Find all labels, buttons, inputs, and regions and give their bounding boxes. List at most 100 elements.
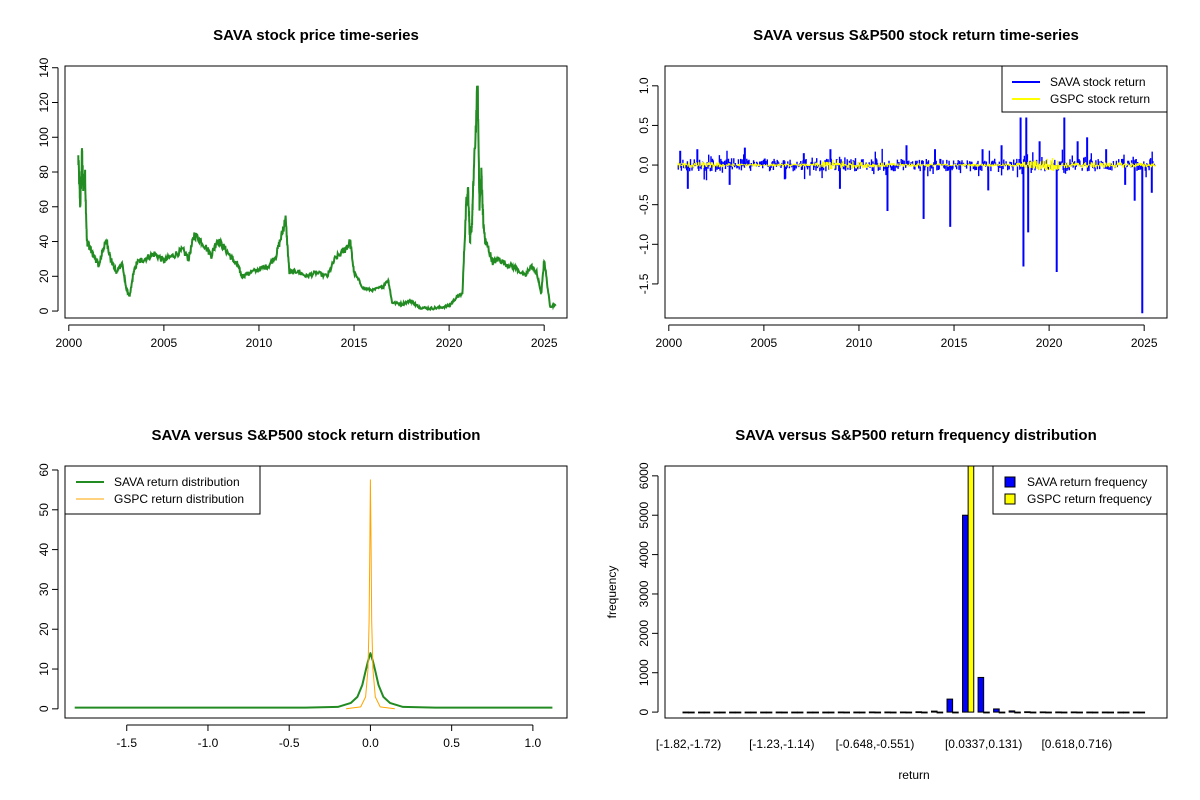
frequency-x-tick-label: [-0.648,-0.551) bbox=[836, 737, 915, 751]
frequency-sava-bar bbox=[1008, 710, 1016, 713]
density-sava-line bbox=[74, 652, 553, 709]
frequency-sava-bar bbox=[853, 711, 860, 714]
returns-y-tick-label: -0.5 bbox=[637, 194, 651, 215]
returns-plot-frame bbox=[664, 65, 1168, 319]
frequency-gspc-bar bbox=[905, 711, 913, 714]
price-x-tick-label: 2015 bbox=[341, 336, 368, 350]
returns-legend-label: GSPC stock return bbox=[1050, 92, 1150, 106]
frequency-sava-bar bbox=[698, 711, 705, 714]
frequency-sava-bar bbox=[744, 711, 752, 714]
frequency-gspc-bar bbox=[796, 711, 804, 714]
frequency-bars bbox=[682, 466, 1146, 714]
frequency-x-axis: [-1.82,-1.72) [-1.23,-1.14) [-0.648,-0.551… bbox=[656, 737, 1112, 751]
frequency-gspc-bar bbox=[703, 711, 711, 714]
frequency-gspc-bar bbox=[936, 711, 944, 714]
frequency-gspc-bar bbox=[952, 711, 959, 714]
frequency-y-tick-label: 1000 bbox=[637, 659, 651, 686]
frequency-sava-bar bbox=[1101, 711, 1109, 714]
frequency-legend-swatch bbox=[1004, 493, 1016, 505]
frequency-gspc-bar bbox=[843, 711, 851, 714]
frequency-sava-bar bbox=[993, 708, 1000, 713]
frequency-y-tick-label: 6000 bbox=[637, 462, 651, 489]
frequency-sava-bar bbox=[1070, 711, 1078, 714]
frequency-x-axis-label: return bbox=[898, 768, 929, 782]
frequency-gspc-bar bbox=[781, 711, 788, 714]
density-x-tick-label: -0.5 bbox=[279, 736, 300, 750]
frequency-sava-bar bbox=[729, 711, 736, 714]
frequency-sava-bar bbox=[682, 711, 690, 714]
returns-legend-label: SAVA stock return bbox=[1050, 75, 1146, 89]
price-plot-frame bbox=[64, 65, 568, 319]
density-gspc-line bbox=[346, 479, 395, 710]
frequency-gspc-bar bbox=[719, 711, 726, 714]
price-x-tick-label: 2020 bbox=[436, 336, 463, 350]
frequency-sava-bar bbox=[1055, 711, 1062, 714]
frequency-y-tick-label: 0 bbox=[637, 708, 651, 715]
returns-y-tick-label: 0.5 bbox=[637, 117, 651, 134]
returns-gspc-line bbox=[677, 158, 1156, 171]
price-x-tick-label: 2000 bbox=[55, 336, 82, 350]
frequency-legend-label: GSPC return frequency bbox=[1027, 492, 1152, 506]
frequency-gspc-bar bbox=[1014, 711, 1021, 714]
frequency-sava-bar bbox=[868, 711, 876, 714]
returns-x-tick-label: 2020 bbox=[1036, 336, 1063, 350]
price-x-tick-label: 2025 bbox=[531, 336, 558, 350]
density-y-tick-label: 50 bbox=[37, 503, 51, 517]
returns-x-axis: 2000 2005 2010 2015 2020 2025 bbox=[655, 324, 1158, 350]
frequency-y-axis: 0 1000 2000 3000 4000 5000 6000 bbox=[637, 462, 659, 715]
price-x-tick-label: 2010 bbox=[246, 336, 273, 350]
price-y-tick-label: 0 bbox=[37, 307, 51, 314]
density-x-tick-label: -1.5 bbox=[116, 736, 137, 750]
frequency-sava-bar bbox=[962, 514, 969, 713]
price-y-tick-label: 20 bbox=[37, 269, 51, 283]
price-y-tick-label: 60 bbox=[37, 200, 51, 214]
frequency-sava-bar bbox=[1132, 711, 1140, 714]
returns-chart: SAVA versus S&P500 stock return time-ser… bbox=[637, 27, 1168, 350]
density-y-axis: 0 10 20 30 40 50 60 bbox=[37, 463, 59, 712]
frequency-gspc-bar bbox=[889, 711, 897, 714]
density-chart-title: SAVA versus S&P500 stock return distribu… bbox=[152, 427, 481, 444]
frequency-gspc-bar bbox=[983, 711, 990, 714]
density-plot-area: -1.5 -1.0 -0.5 0.0 0.5 1.0 0 10 20 30 40 50 60 SAVA r… bbox=[37, 463, 568, 750]
density-x-tick-label: 0.5 bbox=[443, 736, 460, 750]
price-series-line bbox=[77, 85, 557, 312]
frequency-gspc-bar bbox=[1138, 711, 1146, 714]
frequency-gspc-bar bbox=[1029, 711, 1037, 714]
returns-legend-box bbox=[1001, 65, 1168, 113]
frequency-gspc-bar bbox=[750, 711, 757, 714]
frequency-sava-bar bbox=[713, 711, 721, 714]
frequency-gspc-bar bbox=[1076, 711, 1083, 714]
frequency-gspc-bar bbox=[812, 711, 819, 714]
frequency-gspc-bar bbox=[827, 711, 835, 714]
price-y-tick-label: 140 bbox=[37, 57, 51, 77]
returns-y-tick-label: -1.0 bbox=[637, 234, 651, 255]
frequency-sava-bar bbox=[760, 711, 767, 714]
frequency-legend: SAVA return frequency GSPC return frequen… bbox=[992, 465, 1168, 515]
density-y-tick-label: 30 bbox=[37, 582, 51, 596]
price-x-axis: 2000 2005 2010 2015 2020 2025 bbox=[55, 324, 558, 350]
frequency-legend-label: SAVA return frequency bbox=[1027, 475, 1147, 489]
frequency-gspc-bar bbox=[921, 711, 928, 714]
price-y-tick-label: 40 bbox=[37, 235, 51, 249]
density-x-tick-label: 0.0 bbox=[362, 736, 379, 750]
frequency-x-tick-label: [-1.23,-1.14) bbox=[749, 737, 814, 751]
density-x-tick-label: -1.0 bbox=[198, 736, 219, 750]
returns-y-tick-label: 0.0 bbox=[637, 156, 651, 173]
price-plot-area: 2000 2005 2010 2015 2020 2025 0 20 40 60 80 100 120 1… bbox=[37, 57, 568, 350]
returns-legend: SAVA stock return GSPC stock return bbox=[1001, 65, 1168, 113]
frequency-sava-bar bbox=[791, 711, 798, 714]
price-y-axis: 0 20 40 60 80 100 120 140 bbox=[37, 57, 59, 314]
frequency-gspc-bar bbox=[1107, 711, 1115, 714]
frequency-gspc-bar bbox=[858, 711, 866, 714]
frequency-gspc-bar bbox=[734, 711, 742, 714]
price-chart-title: SAVA stock price time-series bbox=[213, 27, 419, 44]
density-y-tick-label: 0 bbox=[37, 705, 51, 712]
frequency-chart-title: SAVA versus S&P500 return frequency dist… bbox=[735, 427, 1096, 444]
returns-y-axis: -1.5 -1.0 -0.5 0.0 0.5 1.0 bbox=[637, 77, 659, 294]
frequency-legend-swatch bbox=[1004, 476, 1016, 488]
returns-y-tick-label: 1.0 bbox=[637, 77, 651, 94]
frequency-sava-bar bbox=[1024, 711, 1031, 714]
frequency-y-axis-label: frequency bbox=[605, 566, 619, 619]
